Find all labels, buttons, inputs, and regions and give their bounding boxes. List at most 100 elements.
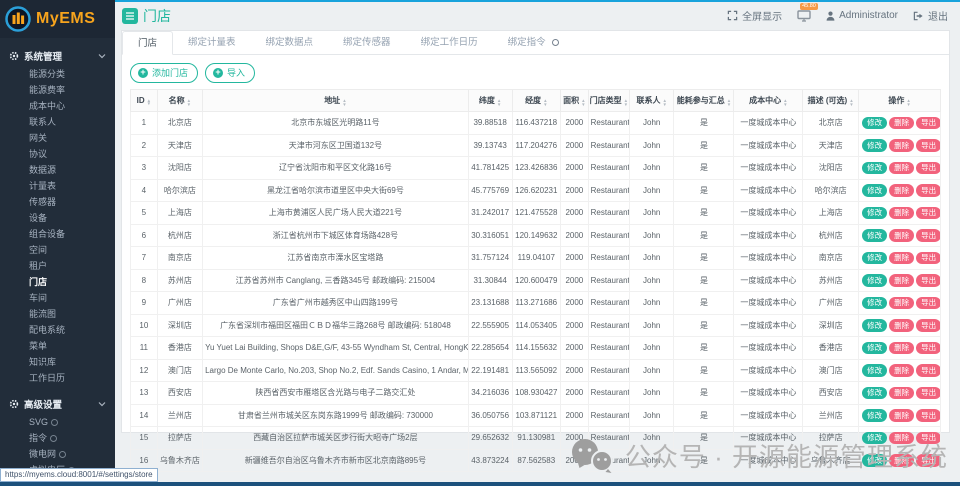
edit-button[interactable]: 修改 <box>862 296 888 309</box>
edit-button[interactable]: 修改 <box>862 229 888 242</box>
sidebar-item[interactable]: 微电网 <box>0 446 115 462</box>
sidebar-item[interactable]: 组合设备 <box>0 226 115 242</box>
export-button[interactable]: 导出 <box>916 364 940 377</box>
delete-button[interactable]: 删除 <box>889 184 915 197</box>
column-header[interactable]: 描述 (可选) ▲ ▼ <box>802 89 860 112</box>
sidebar-item[interactable]: 工作日历 <box>0 370 115 386</box>
export-button[interactable]: 导出 <box>916 341 940 354</box>
delete-button[interactable]: 删除 <box>889 364 915 377</box>
export-button[interactable]: 导出 <box>916 431 940 444</box>
edit-button[interactable]: 修改 <box>862 454 888 467</box>
tab[interactable]: 门店 <box>122 31 174 55</box>
sidebar-item[interactable]: 能流图 <box>0 306 115 322</box>
sidebar-item[interactable]: 车间 <box>0 290 115 306</box>
import-button[interactable]: + 导入 <box>205 63 256 83</box>
column-header[interactable]: 地址 ▲ ▼ <box>202 89 469 112</box>
monitor-button[interactable]: 45.80 <box>797 2 818 22</box>
edit-button[interactable]: 修改 <box>862 409 888 422</box>
sidebar-item[interactable]: 成本中心 <box>0 98 115 114</box>
edit-button[interactable]: 修改 <box>862 364 888 377</box>
edit-button[interactable]: 修改 <box>862 341 888 354</box>
sidebar-item[interactable]: 能源分类 <box>0 66 115 82</box>
column-header[interactable]: 经度 ▲ ▼ <box>511 89 562 112</box>
edit-button[interactable]: 修改 <box>862 274 888 287</box>
export-button[interactable]: 导出 <box>916 251 940 264</box>
sidebar-section-advanced[interactable]: 高级设置 <box>0 394 115 414</box>
bottom-scrollbar[interactable] <box>0 482 960 486</box>
column-header[interactable]: 面积 ▲ ▼ <box>560 89 589 112</box>
sidebar-section-system[interactable]: 系统管理 <box>0 46 115 66</box>
column-header[interactable]: ID ▲ ▼ <box>130 89 158 112</box>
export-button[interactable]: 导出 <box>916 386 940 399</box>
tab[interactable]: 绑定数据点 <box>251 31 329 54</box>
tab[interactable]: 绑定指令 <box>493 31 574 54</box>
delete-button[interactable]: 删除 <box>889 206 915 219</box>
export-button[interactable]: 导出 <box>916 229 940 242</box>
logout-button[interactable]: 退出 <box>913 8 948 23</box>
tab[interactable]: 绑定工作日历 <box>406 31 493 54</box>
delete-button[interactable]: 删除 <box>889 386 915 399</box>
edit-button[interactable]: 修改 <box>862 206 888 219</box>
sidebar-item[interactable]: 菜单 <box>0 338 115 354</box>
tab[interactable]: 绑定传感器 <box>328 31 406 54</box>
export-button[interactable]: 导出 <box>916 184 940 197</box>
delete-button[interactable]: 删除 <box>889 116 915 129</box>
sidebar-item[interactable]: 门店 <box>0 274 115 290</box>
delete-button[interactable]: 删除 <box>889 296 915 309</box>
sidebar-item[interactable]: 网关 <box>0 130 115 146</box>
sidebar-item[interactable]: 设备 <box>0 210 115 226</box>
export-button[interactable]: 导出 <box>916 319 940 332</box>
export-button[interactable]: 导出 <box>916 296 940 309</box>
sidebar-item[interactable]: 知识库 <box>0 354 115 370</box>
column-header[interactable]: 能耗参与汇总 ▲ ▼ <box>673 89 735 112</box>
edit-button[interactable]: 修改 <box>862 386 888 399</box>
delete-button[interactable]: 删除 <box>889 454 915 467</box>
edit-button[interactable]: 修改 <box>862 184 888 197</box>
delete-button[interactable]: 删除 <box>889 409 915 422</box>
add-store-button[interactable]: + 添加门店 <box>130 63 199 83</box>
column-header[interactable]: 联系人 ▲ ▼ <box>628 89 675 112</box>
column-header[interactable]: 名称 ▲ ▼ <box>156 89 204 112</box>
edit-button[interactable]: 修改 <box>862 431 888 444</box>
sidebar-item[interactable]: 联系人 <box>0 114 115 130</box>
user-menu[interactable]: Administrator <box>826 10 898 21</box>
delete-button[interactable]: 删除 <box>889 341 915 354</box>
delete-button[interactable]: 删除 <box>889 139 915 152</box>
sidebar-item[interactable]: 传感器 <box>0 194 115 210</box>
edit-button[interactable]: 修改 <box>862 116 888 129</box>
sidebar-item[interactable]: 租户 <box>0 258 115 274</box>
export-button[interactable]: 导出 <box>916 206 940 219</box>
edit-button[interactable]: 修改 <box>862 161 888 174</box>
sidebar-item[interactable]: 协议 <box>0 146 115 162</box>
export-button[interactable]: 导出 <box>916 116 940 129</box>
sidebar-item[interactable]: 能源费率 <box>0 82 115 98</box>
column-header[interactable]: 门店类型 ▲ ▼ <box>587 89 630 112</box>
export-button[interactable]: 导出 <box>916 139 940 152</box>
sidebar-item[interactable]: SVG <box>0 414 115 430</box>
column-header[interactable]: 成本中心 ▲ ▼ <box>733 89 804 112</box>
export-button[interactable]: 导出 <box>916 274 940 287</box>
cell-longitude: 103.871121 <box>511 403 562 427</box>
cell-name: 北京店 <box>156 111 204 135</box>
tab[interactable]: 绑定计量表 <box>173 31 251 54</box>
delete-button[interactable]: 删除 <box>889 319 915 332</box>
sidebar-item[interactable]: 指令 <box>0 430 115 446</box>
export-button[interactable]: 导出 <box>916 409 940 422</box>
delete-button[interactable]: 删除 <box>889 251 915 264</box>
column-header[interactable]: 操作 ▲ ▼ <box>858 89 941 112</box>
sidebar-item[interactable]: 空间 <box>0 242 115 258</box>
column-header[interactable]: 纬度 ▲ ▼ <box>467 89 513 112</box>
delete-button[interactable]: 删除 <box>889 229 915 242</box>
export-button[interactable]: 导出 <box>916 454 940 467</box>
sidebar-item[interactable]: 计量表 <box>0 178 115 194</box>
delete-button[interactable]: 删除 <box>889 274 915 287</box>
edit-button[interactable]: 修改 <box>862 139 888 152</box>
export-button[interactable]: 导出 <box>916 161 940 174</box>
delete-button[interactable]: 删除 <box>889 161 915 174</box>
fullscreen-button[interactable]: 全屏显示 <box>727 8 782 23</box>
edit-button[interactable]: 修改 <box>862 319 888 332</box>
sidebar-item[interactable]: 数据源 <box>0 162 115 178</box>
sidebar-item[interactable]: 配电系统 <box>0 322 115 338</box>
edit-button[interactable]: 修改 <box>862 251 888 264</box>
delete-button[interactable]: 删除 <box>889 431 915 444</box>
